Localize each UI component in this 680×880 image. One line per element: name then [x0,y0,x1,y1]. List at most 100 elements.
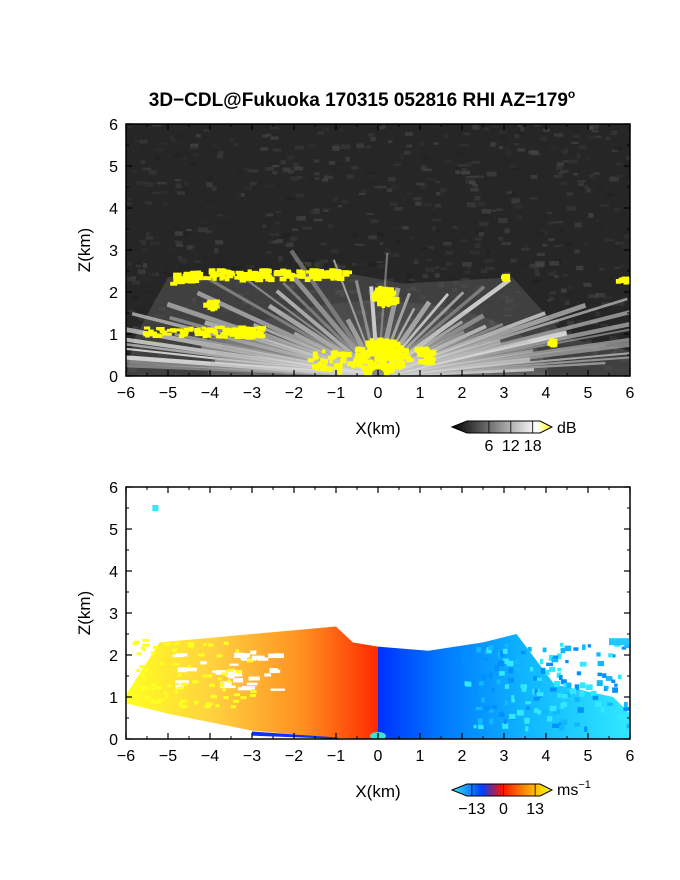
noise-speck [211,186,217,191]
noise-speck [152,124,162,127]
noise-speck [427,178,436,182]
velocity-speckle [533,676,537,681]
noise-speck [174,231,183,236]
noise-speck [573,135,580,138]
noise-speck [551,270,557,276]
noise-speck [186,245,193,250]
noise-speck [566,320,575,326]
velocity-speckle [623,706,630,711]
noise-speck [599,138,605,142]
noise-speck [459,144,470,147]
noise-speck [457,164,467,167]
noise-speck [501,242,511,246]
high-echo-patch [395,360,402,366]
high-echo-patch [416,353,422,357]
noise-speck [297,175,303,179]
high-echo-patch [549,337,553,342]
noise-speck [331,162,342,166]
high-echo-patch [323,358,328,365]
velocity-speckle [595,701,602,708]
velocity-speckle [562,701,568,708]
high-echo-layer [194,330,203,334]
noise-speck [197,227,208,233]
velocity-speckle [582,644,586,650]
velocity-speckle [205,702,213,706]
noise-speck [331,249,339,254]
high-echo-layer [309,272,317,277]
high-echo-patch [381,302,386,309]
noise-speck [177,256,183,261]
high-echo-layer [321,270,330,275]
noise-speck [562,330,572,336]
noise-speck [305,261,312,267]
y-tick-label: 4 [109,564,118,581]
no-echo-gap [233,678,243,683]
noise-speck [509,193,516,196]
x-tick-label: −5 [159,385,177,402]
velocity-speckle [178,704,182,708]
noise-speck [249,181,257,186]
noise-speck [133,139,143,143]
noise-speck [193,260,202,263]
high-echo-patch [312,351,318,359]
noise-speck [594,135,602,138]
velocity-speckle [176,686,183,690]
noise-speck [432,218,442,222]
velocity-speckle [462,658,469,665]
noise-speck [409,278,415,282]
noise-speck [613,207,620,213]
high-echo-layer [171,329,177,333]
noise-speck [406,191,413,195]
noise-speck [413,196,422,201]
high-echo-layer [250,270,259,276]
high-echo-layer [222,335,228,339]
y-tick-label: 0 [109,732,118,749]
noise-speck [196,133,201,138]
noise-speck [394,206,404,211]
noise-speck [598,267,605,271]
high-echo-layer [207,328,217,332]
velocity-panel: −6 −5 −4 −3 −2 −1 0 1 2 3 4 5 6 0 1 2 3 4 5 6 [109,480,634,765]
noise-speck [337,204,343,208]
high-echo-patch [416,347,421,354]
noise-speck [472,237,482,242]
noise-speck [315,258,326,262]
noise-speck [292,162,300,168]
noise-speck [165,265,170,271]
high-echo-patch [320,366,328,372]
noise-speck [434,273,440,278]
high-echo-patch [360,347,364,354]
no-echo-gap [177,667,187,673]
velocity-speckle [476,647,482,653]
velocity-speckle [478,681,484,686]
noise-speck [549,145,558,149]
high-echo-patch [329,356,335,360]
velocity-speckle [559,642,564,647]
high-echo-layer [176,275,182,282]
no-echo-gap [200,661,207,665]
noise-speck [566,192,573,196]
noise-speck [291,228,299,231]
velocity-speckle [151,687,155,691]
noise-speck [332,145,340,151]
noise-speck [368,235,377,240]
noise-speck [585,317,591,322]
x-tick-label: 0 [374,748,383,765]
velocity-speckle [585,684,593,690]
high-echo-patch [361,367,366,371]
velocity-speckle [574,696,580,702]
velocity-speckle [155,686,162,690]
high-echo-layer [178,277,187,281]
velocity-speckle [488,644,494,651]
noise-speck [128,125,133,129]
noise-speck [560,288,567,293]
noise-speck [546,212,553,215]
noise-speck [307,259,316,262]
high-echo-patch [369,366,373,374]
high-echo-patch [386,350,394,355]
noise-speck [462,132,471,136]
noise-speck [558,171,564,175]
noise-speck [506,201,512,204]
high-echo-patch [374,290,379,296]
noise-speck [574,249,580,254]
